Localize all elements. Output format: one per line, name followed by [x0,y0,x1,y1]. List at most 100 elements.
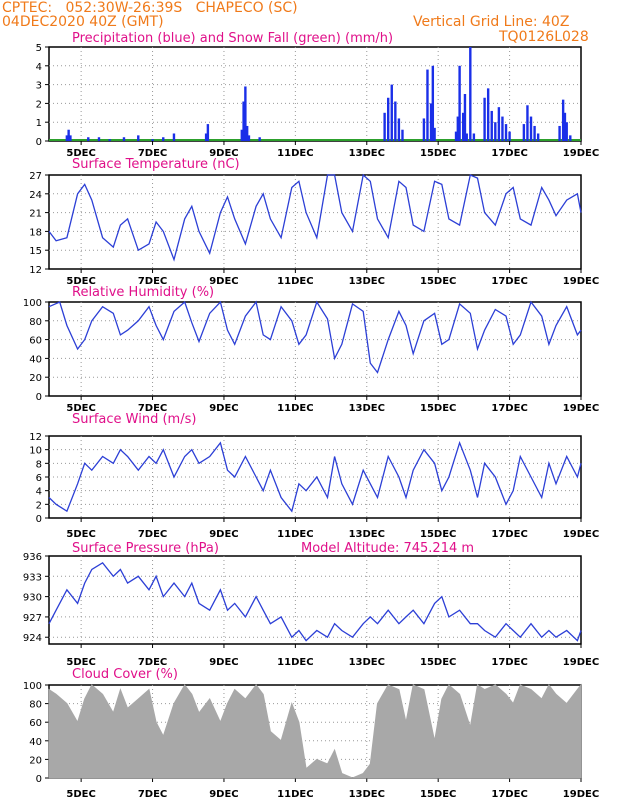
y-tick-label: 2 [36,500,42,511]
x-tick-label: 9DEC [209,529,238,540]
panel-title: Relative Humidity (%) [72,285,214,300]
precip-bar [529,116,533,141]
series-line [48,561,582,642]
precip-bar [245,125,249,141]
x-tick-label: 13DEC [349,403,385,414]
panel-title: Cloud Cover (%) [72,667,178,682]
x-tick-label: 5DEC [66,276,95,287]
header-date: 04DEC2020 40Z (GMT) [2,14,164,30]
precip-bar [497,107,501,141]
precip-bar [401,129,404,141]
precip-bar [240,129,244,141]
x-tick-label: 13DEC [349,276,385,287]
y-tick-label: 0 [36,137,42,148]
x-tick-label: 7DEC [138,657,167,668]
x-tick-label: 11DEC [277,789,313,800]
x-tick-label: 19DEC [563,789,599,800]
precip-bar [242,101,245,141]
x-tick-label: 17DEC [491,148,527,159]
precip-bar [483,97,486,141]
panel-2: 12 15 18 21 24 27 5DEC 7DEC 9DEC 11DEC 13DEC 15DEC 1… [29,157,599,287]
y-tick-label: 27 [29,171,42,182]
x-tick-label: 9DEC [209,403,238,414]
y-tick-label: 21 [29,209,42,220]
x-tick-label: 11DEC [277,529,313,540]
x-tick-label: 9DEC [209,148,238,159]
panel-6: 0 20 40 60 80 100 5DEC 7DEC 9DEC 11DEC 13DEC 15DEC 1… [23,667,599,800]
x-tick-label: 17DEC [491,529,527,540]
x-tick-label: 5DEC [66,789,95,800]
y-tick-label: 80 [29,700,42,711]
x-tick-label: 17DEC [491,276,527,287]
y-tick-label: 18 [29,227,42,238]
panel-4: 0 2 4 6 8 10 12 5DEC 7DEC 9DEC 11DEC 13DEC 15DEC 17DE… [29,412,599,540]
y-tick-label: 1 [36,118,42,129]
precip-bar [87,137,90,141]
x-tick-label: 5DEC [66,148,95,159]
series-line [48,173,582,262]
precip-bar [69,135,72,141]
panel-annotation: Model Altitude: 745.214 m [301,541,474,556]
precip-bar [569,135,572,141]
x-tick-label: 5DEC [66,529,95,540]
precip-bar [490,110,493,141]
y-tick-label: 60 [29,718,42,729]
header-grid-note: Vertical Grid Line: 40Z [413,14,570,30]
x-tick-label: 17DEC [491,403,527,414]
x-tick-label: 19DEC [563,657,599,668]
precip-bar [563,112,567,141]
x-tick-label: 15DEC [420,276,456,287]
y-tick-label: 12 [29,265,42,276]
panel-3: 0 20 40 60 80 100 5DEC 7DEC 9DEC 11DEC 13DEC 15DEC 1… [23,285,599,414]
precip-bar [526,105,529,141]
y-tick-label: 8 [36,459,42,470]
precip-bar [426,69,429,141]
precip-bar [429,103,433,141]
panel-title: Precipitation (blue) and Snow Fall (gree… [72,31,393,46]
precip-bar [258,137,261,141]
x-tick-label: 13DEC [349,529,385,540]
precip-bar [536,133,540,141]
y-tick-label: 12 [29,432,42,443]
x-tick-label: 13DEC [349,148,385,159]
x-tick-label: 9DEC [209,789,238,800]
x-tick-label: 19DEC [563,276,599,287]
precip-bar [151,139,154,141]
precip-bar [558,125,561,141]
y-tick-label: 10 [29,446,42,457]
x-tick-label: 15DEC [420,148,456,159]
precip-bar [383,112,386,141]
precip-bar [561,99,565,141]
x-tick-label: 7DEC [138,148,167,159]
x-tick-label: 19DEC [563,148,599,159]
x-tick-label: 9DEC [209,657,238,668]
precip-bar [386,97,390,141]
header-code: TQ0126L028 [499,29,589,45]
y-tick-label: 930 [23,593,42,604]
precip-bar [469,47,472,141]
panel-title: Surface Wind (m/s) [72,412,196,427]
precip-bar [454,131,458,141]
precip-bar [172,133,176,141]
x-tick-label: 17DEC [491,789,527,800]
panel-frame [48,174,582,270]
y-tick-label: 936 [23,552,42,563]
series-line [48,440,582,513]
precip-bar [533,125,536,141]
y-tick-label: 5 [36,43,42,54]
precip-bar [494,122,497,141]
precip-bar [67,129,70,141]
y-tick-label: 24 [29,190,42,201]
panel-frame [48,46,582,142]
precip-bar [247,135,251,141]
panel-1: 0 1 2 3 4 5 5DEC 7DEC 9DEC 11DEC 13DEC 15DEC 17DEC 19… [36,31,600,159]
y-tick-label: 15 [29,246,42,257]
precip-bar [122,137,126,141]
panel-title: Surface Temperature (nC) [72,157,240,172]
x-tick-label: 11DEC [277,148,313,159]
x-tick-label: 9DEC [209,276,238,287]
precip-bar [108,139,111,141]
x-tick-label: 15DEC [420,529,456,540]
x-tick-label: 13DEC [349,789,385,800]
